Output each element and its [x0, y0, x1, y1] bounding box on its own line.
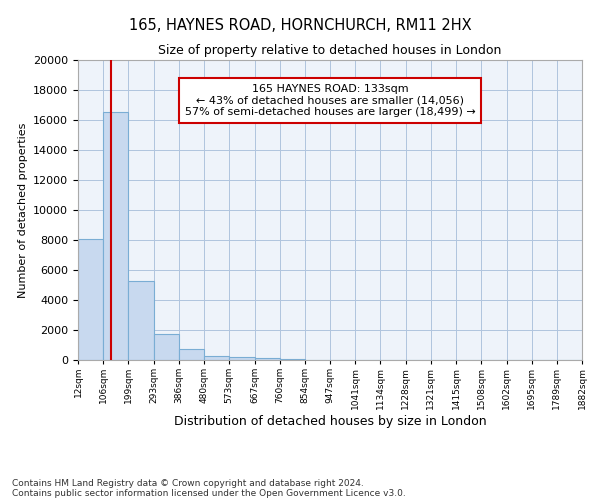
Y-axis label: Number of detached properties: Number of detached properties: [17, 122, 28, 298]
Bar: [154, 334, 179, 360]
Text: 165 HAYNES ROAD: 133sqm
← 43% of detached houses are smaller (14,056)
57% of sem: 165 HAYNES ROAD: 133sqm ← 43% of detache…: [185, 84, 475, 117]
Bar: [229, 357, 254, 360]
Bar: [103, 112, 128, 360]
Text: Contains public sector information licensed under the Open Government Licence v3: Contains public sector information licen…: [12, 488, 406, 498]
Bar: [128, 280, 154, 360]
Title: Size of property relative to detached houses in London: Size of property relative to detached ho…: [158, 44, 502, 58]
Bar: [204, 356, 229, 360]
Bar: [179, 349, 204, 360]
X-axis label: Distribution of detached houses by size in London: Distribution of detached houses by size …: [173, 414, 487, 428]
Bar: [254, 358, 280, 360]
Text: 165, HAYNES ROAD, HORNCHURCH, RM11 2HX: 165, HAYNES ROAD, HORNCHURCH, RM11 2HX: [128, 18, 472, 32]
Text: Contains HM Land Registry data © Crown copyright and database right 2024.: Contains HM Land Registry data © Crown c…: [12, 478, 364, 488]
Bar: [78, 238, 103, 360]
Bar: [280, 358, 305, 360]
